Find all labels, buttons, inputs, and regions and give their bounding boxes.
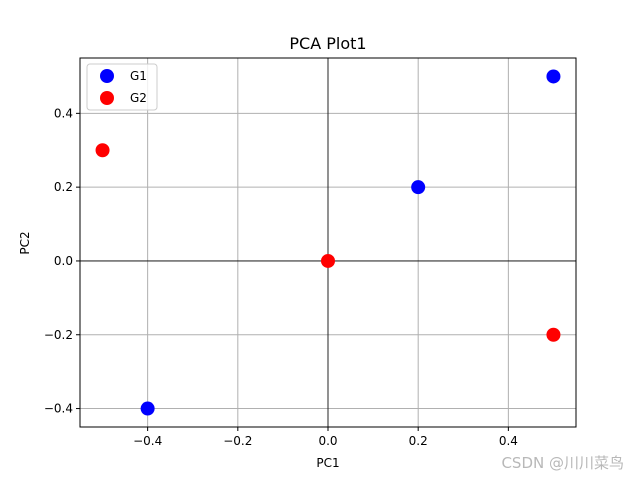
legend: G1 G2 [86,63,158,111]
x-axis-label: PC1 [316,456,339,470]
x-tick-label-1: −0.2 [223,434,252,448]
point-g2-1 [321,253,335,268]
watermark: CSDN @川川菜鸟 [501,454,624,472]
point-g2-0 [95,143,110,158]
x-axis-ticks: −0.4 −0.2 0.0 0.2 0.4 [133,427,518,448]
x-tick-label-3: 0.2 [409,434,428,448]
x-tick-label-2: 0.0 [318,434,337,448]
y-tick-label-0: −0.4 [44,402,73,416]
y-tick-label-1: −0.2 [44,328,73,342]
legend-label-g1: G1 [130,69,147,83]
point-g1-1 [411,180,426,195]
legend-label-g2: G2 [130,91,147,105]
legend-marker-g2 [100,91,114,105]
data-points [95,69,561,416]
x-tick-label-4: 0.4 [499,434,518,448]
point-g1-2 [546,69,561,84]
y-tick-label-2: 0.0 [54,254,73,268]
chart-title: PCA Plot1 [289,34,366,53]
legend-marker-g1 [100,69,114,83]
point-g2-2 [546,327,561,342]
y-tick-label-3: 0.2 [54,180,73,194]
y-tick-label-4: 0.4 [54,106,73,120]
point-g1-0 [140,401,155,416]
y-axis-label: PC2 [18,231,32,254]
x-tick-label-0: −0.4 [133,434,162,448]
y-axis-ticks: −0.4 −0.2 0.0 0.2 0.4 [44,106,80,416]
